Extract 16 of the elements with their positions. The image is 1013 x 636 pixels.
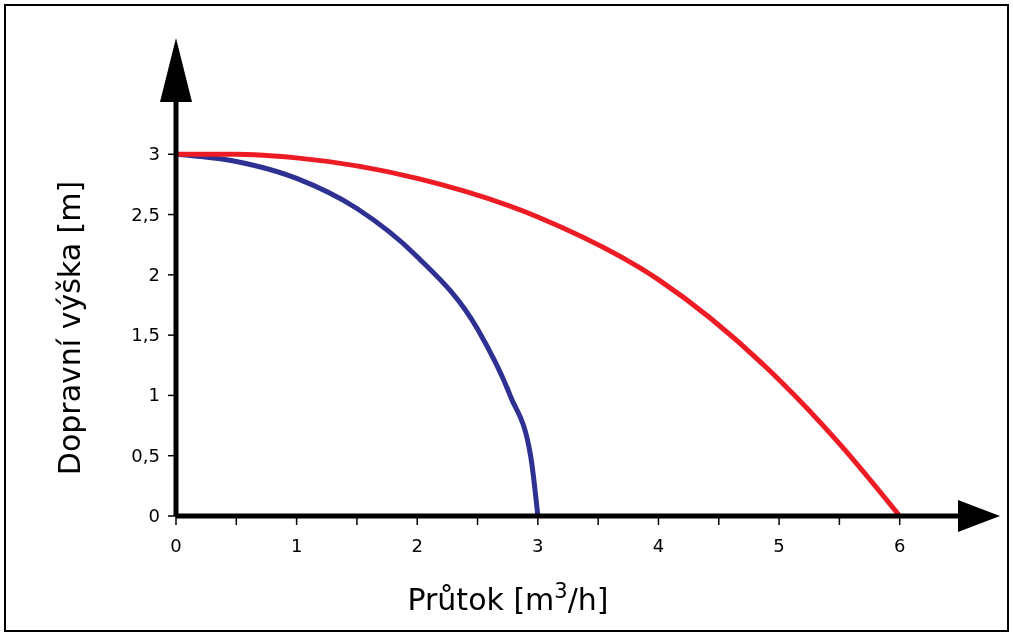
y-tick-label: 1,5 [131,324,160,346]
x-tick-label: 5 [773,535,785,556]
y-tick-label: 0 [148,505,160,526]
y-tick-label: 3 [148,143,160,165]
y-axis-title: Dopravní výška [m] [52,180,87,476]
x-tick-label: 0 [170,535,182,556]
x-tick-label: 2 [411,535,423,556]
y-tick-label: 2,5 [131,203,160,225]
x-tick-label: 4 [652,535,665,556]
x-tick-label: 1 [290,535,303,556]
y-tick-label: 0,5 [131,444,160,466]
y-tick-label: 1 [148,384,160,406]
x-axis-title: Průtok [m$^{3}$/h] [407,579,609,617]
x-tick-label: 3 [532,535,544,556]
y-tick-label: 2 [148,263,160,285]
x-tick-label: 6 [893,535,906,556]
